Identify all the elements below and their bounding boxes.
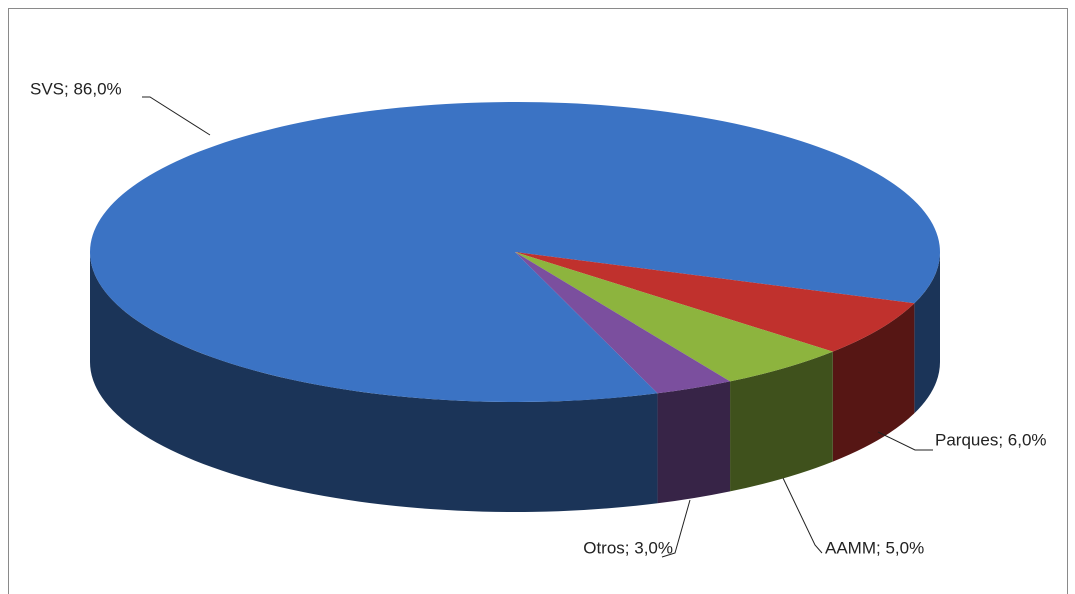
pie-slice — [515, 252, 915, 352]
data-label: AAMM; 5,0% — [825, 538, 924, 557]
data-label: SVS; 86,0% — [30, 79, 122, 98]
pie-side — [832, 303, 915, 462]
leader-line — [877, 431, 933, 451]
pie-side — [730, 351, 833, 492]
pie-slice — [515, 252, 833, 382]
leader-line — [782, 477, 823, 554]
pie-side — [914, 252, 940, 414]
data-label: Otros; 3,0% — [583, 538, 673, 557]
chart-border — [8, 8, 1068, 594]
leader-line — [142, 96, 211, 136]
pie-side — [90, 252, 658, 512]
pie-slice — [89, 102, 941, 403]
leader-line — [661, 499, 691, 558]
pie-side — [657, 381, 731, 504]
pie-slice — [515, 252, 731, 394]
data-label: Parques; 6,0% — [935, 430, 1047, 449]
